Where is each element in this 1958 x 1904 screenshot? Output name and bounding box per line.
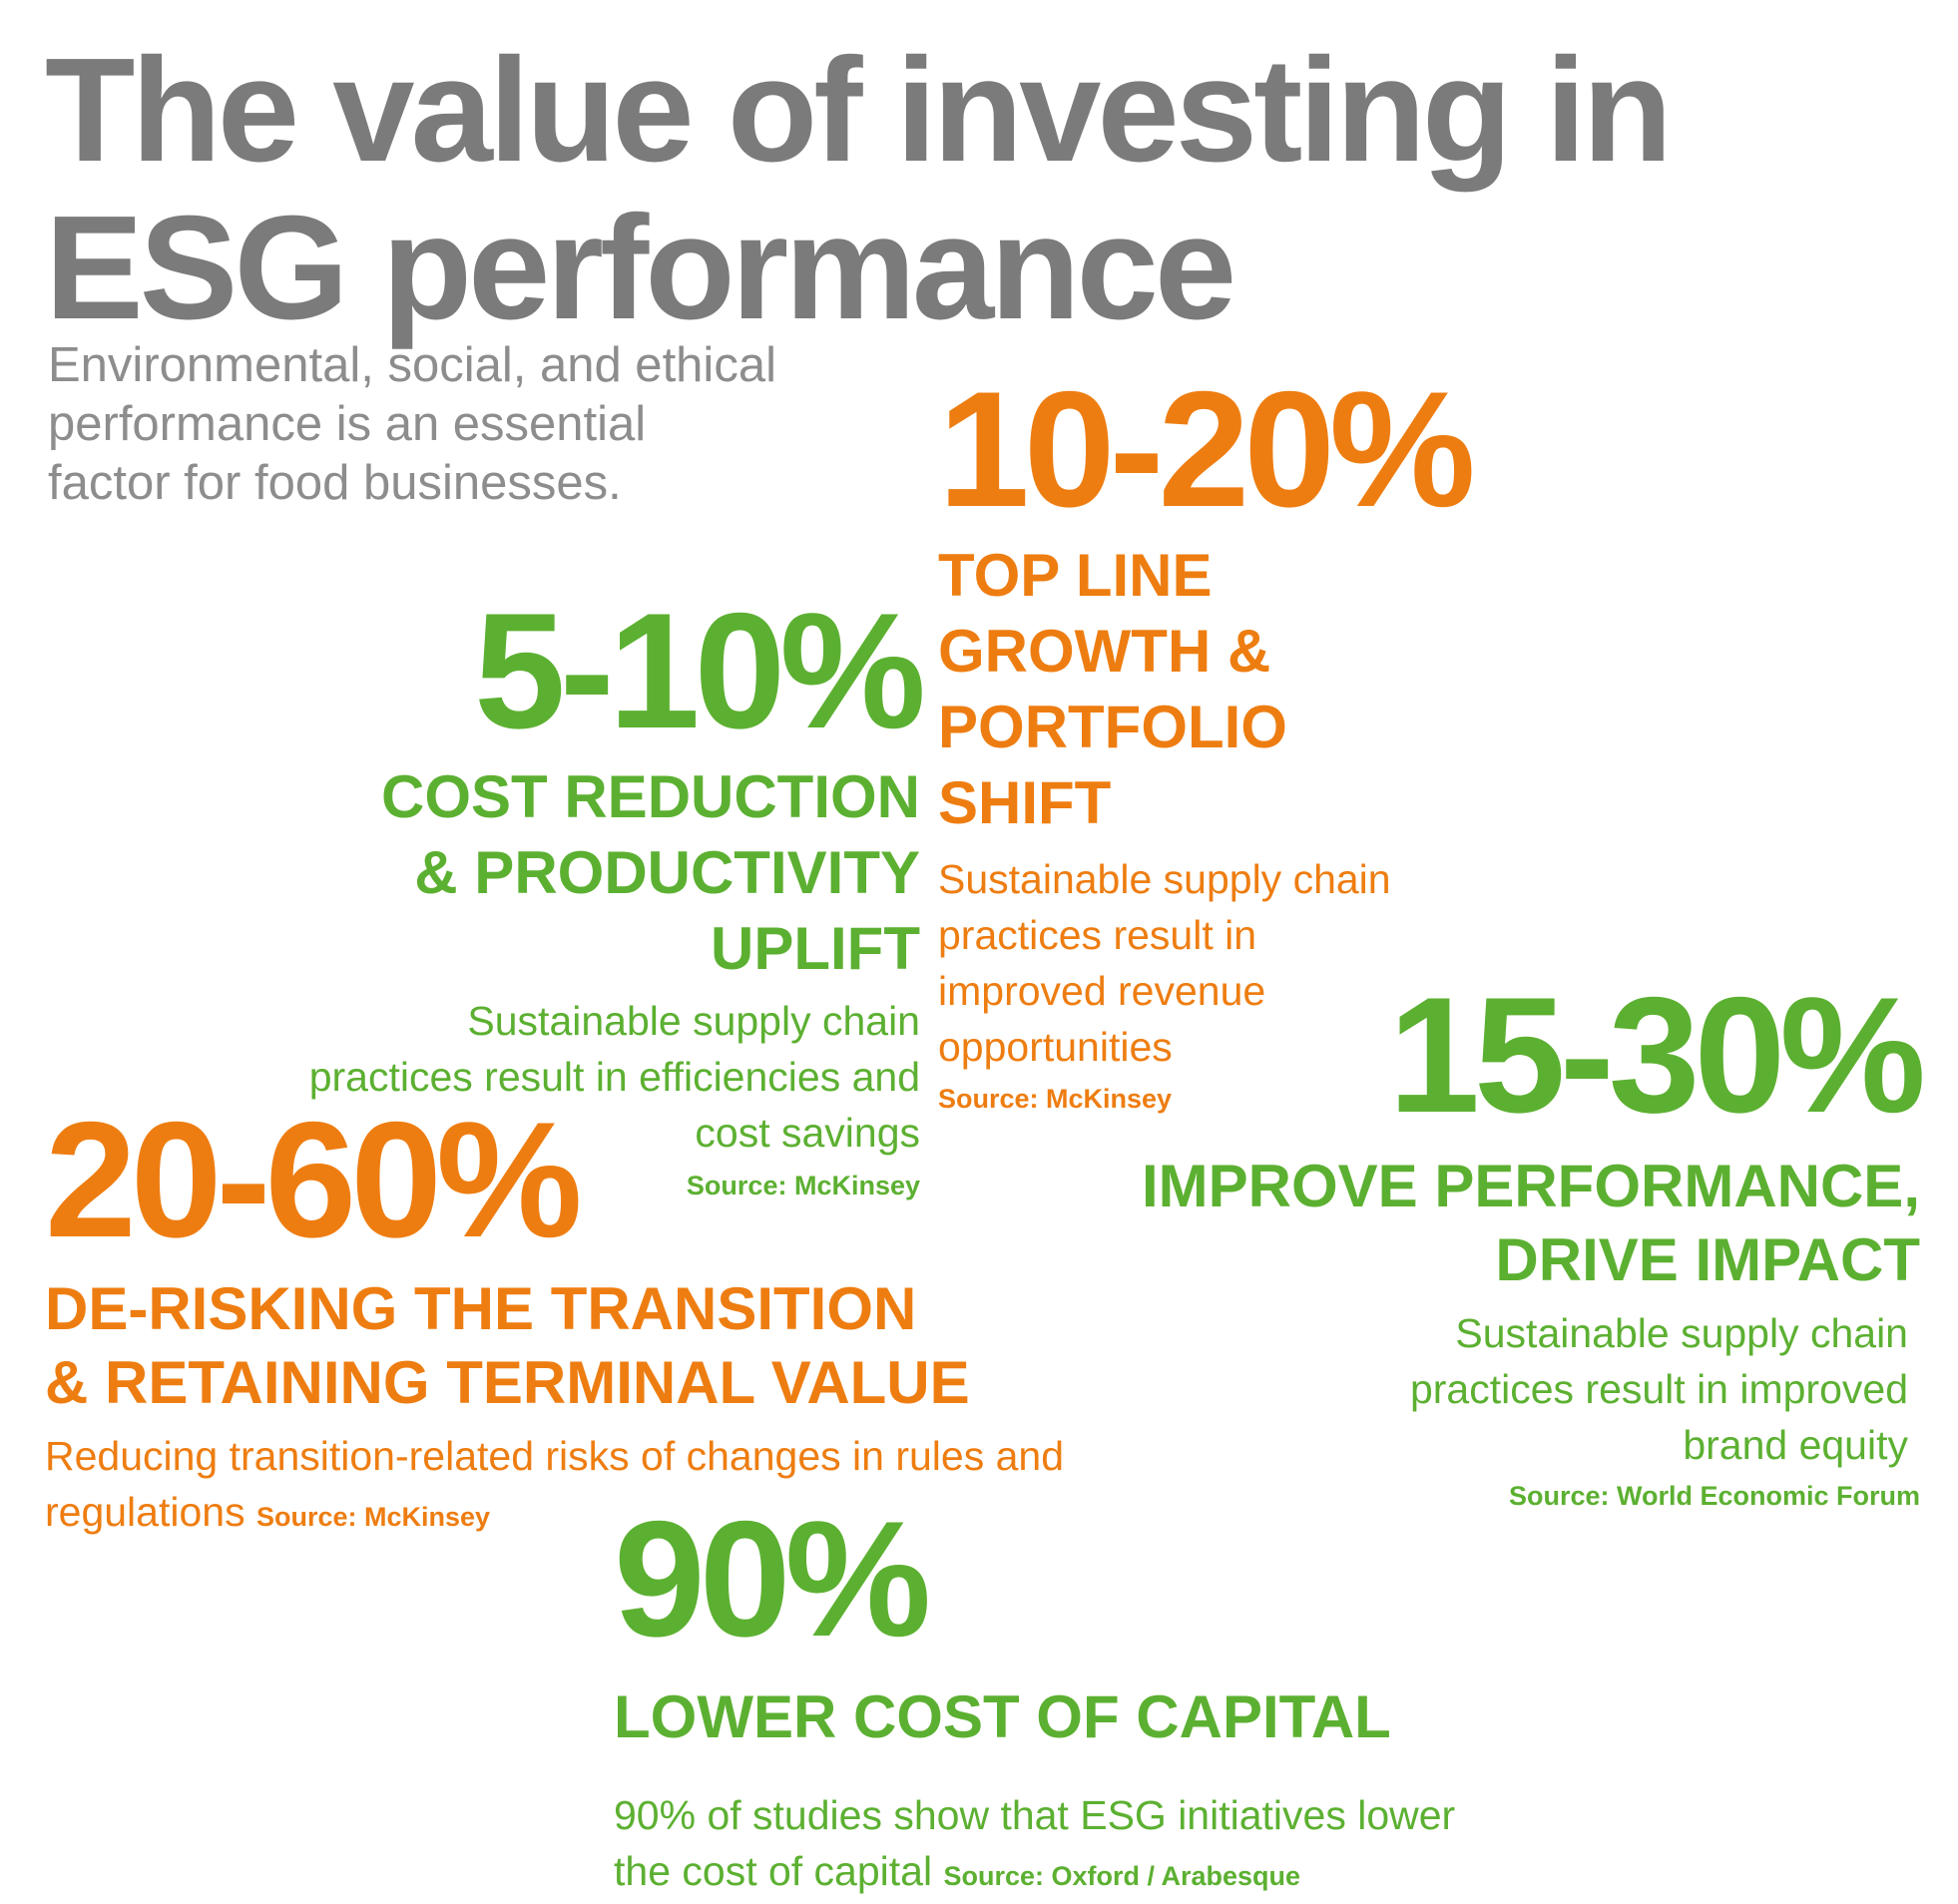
stat-heading: IMPROVE PERFORMANCE, DRIVE IMPACT	[922, 1150, 1920, 1297]
stat-source: Source: McKinsey	[255, 1502, 491, 1532]
heading-line: TOP LINE	[938, 542, 1213, 609]
stat-heading: COST REDUCTION & PRODUCTIVITY UPLIFT	[102, 759, 920, 987]
intro-line: performance is an essential	[48, 397, 647, 451]
heading-line: COST REDUCTION	[381, 763, 920, 830]
stat-value: 10-20%	[938, 357, 1476, 541]
heading-line: DRIVE IMPACT	[1495, 1226, 1920, 1293]
description-line: Sustainable supply chain	[467, 998, 920, 1044]
description-line: cost savings	[695, 1110, 920, 1156]
heading-line: IMPROVE PERFORMANCE,	[1141, 1153, 1920, 1219]
description-line: improved revenue	[938, 968, 1266, 1014]
title-line: The value of investing in	[45, 28, 1673, 193]
intro-text: Environmental, social, and ethical perfo…	[48, 336, 896, 513]
heading-line: & RETAINING TERMINAL VALUE	[45, 1349, 970, 1416]
stat-top-line-growth: 10-20% TOP LINE GROWTH & PORTFOLIO SHIFT…	[938, 367, 1537, 1119]
stat-source: Source: McKinsey	[686, 1171, 920, 1200]
stat-description: 90% of studies show that ESG initiatives…	[614, 1787, 1612, 1904]
heading-line: GROWTH &	[938, 618, 1271, 685]
stat-source: Source: Oxford / Arabesque	[943, 1861, 1301, 1891]
heading-line: & PRODUCTIVITY	[414, 839, 920, 906]
description-line: practices result in efficiencies and	[308, 1054, 920, 1100]
description-line: practices result in	[938, 912, 1257, 958]
stat-source: Source: McKinsey	[938, 1084, 1173, 1114]
stat-source: Source: World Economic Forum	[1508, 1481, 1920, 1511]
intro-line: factor for food businesses.	[48, 456, 622, 510]
heading-line: PORTFOLIO	[938, 694, 1287, 760]
stat-cost-of-capital: 90% LOWER COST OF CAPITAL 90% of studies…	[614, 1497, 1612, 1904]
stat-value: 15-30%	[1388, 963, 1926, 1147]
stat-heading: LOWER COST OF CAPITAL	[614, 1679, 1612, 1755]
heading-line: DE-RISKING THE TRANSITION	[45, 1275, 917, 1342]
stat-description: Reducing transition-related risks of cha…	[45, 1428, 1193, 1545]
page-title: The value of investing in ESG performanc…	[45, 32, 1673, 350]
heading-line: UPLIFT	[711, 915, 920, 982]
stat-description: Sustainable supply chain practices resul…	[102, 993, 920, 1161]
description-line: Sustainable supply chain	[938, 856, 1391, 902]
stat-description: Sustainable supply chain practices resul…	[938, 851, 1457, 1075]
heading-line: SHIFT	[938, 769, 1112, 836]
description-line: the cost of capital	[614, 1848, 933, 1894]
stat-cost-reduction: 5-10% COST REDUCTION & PRODUCTIVITY UPLI…	[102, 579, 926, 1208]
description-line: Reducing transition-related risks of cha…	[45, 1433, 1064, 1479]
stat-value: 20-60%	[45, 1088, 583, 1271]
description-line: regulations	[45, 1489, 245, 1535]
stat-improve-performance: 15-30% IMPROVE PERFORMANCE, DRIVE IMPACT…	[922, 963, 1926, 1519]
stat-description: Sustainable supply chain practices resul…	[922, 1305, 1920, 1473]
description-line: 90% of studies show that ESG initiatives…	[614, 1792, 1456, 1838]
description-line: brand equity	[1683, 1422, 1908, 1468]
stat-value: 5-10%	[474, 579, 926, 762]
description-line: practices result in improved	[1409, 1366, 1908, 1412]
description-line: Sustainable supply chain	[1455, 1310, 1908, 1356]
intro-line: Environmental, social, and ethical	[48, 338, 776, 392]
heading-line: LOWER COST OF CAPITAL	[614, 1683, 1391, 1750]
stat-heading: DE-RISKING THE TRANSITION & RETAINING TE…	[45, 1272, 1242, 1420]
title-line: ESG performance	[45, 186, 1236, 350]
stat-value: 90%	[614, 1487, 931, 1670]
description-line: opportunities	[938, 1024, 1173, 1070]
stat-de-risking: 20-60% DE-RISKING THE TRANSITION & RETAI…	[45, 1098, 1242, 1545]
stat-heading: TOP LINE GROWTH & PORTFOLIO SHIFT	[938, 538, 1537, 841]
